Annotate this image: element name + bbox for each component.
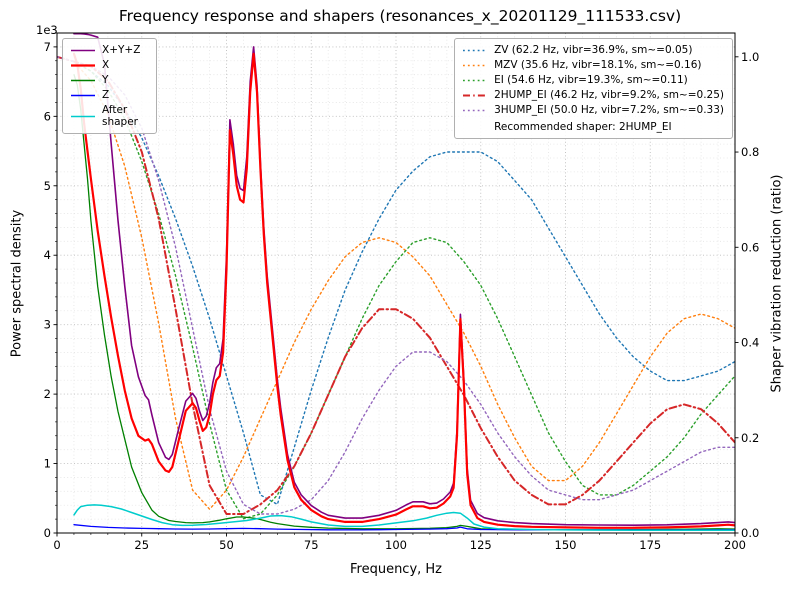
y-left-tick-label: 1 (44, 457, 51, 471)
x-tick-label: 200 (724, 538, 746, 552)
y-left-tick-label: 3 (44, 318, 51, 332)
curve-psd-z (73, 524, 735, 531)
curve-psd-x (72, 52, 735, 529)
legend-item-label: After shaper (102, 104, 139, 129)
legend-line-sample (71, 79, 95, 81)
curve-psd-after-shaper (73, 504, 735, 531)
curve-shaper-3hump_ei (57, 56, 735, 515)
curve-shaper-ei (57, 56, 735, 520)
chart-title: Frequency response and shapers (resonanc… (118, 7, 682, 25)
legend-line-sample (463, 79, 488, 81)
x-tick-label: 75 (304, 538, 319, 552)
legend-item: 2HUMP_EI (46.2 Hz, vibr=9.2%, sm~=0.25) (462, 89, 724, 101)
y-left-tick-label: 4 (44, 248, 51, 262)
legend-line-sample (463, 94, 488, 97)
legend-item: X (70, 59, 148, 71)
y-right-tick-label: 0.6 (741, 240, 759, 254)
legend-item-label: X+Y+Z (102, 44, 141, 56)
legend-line-sample (463, 109, 488, 112)
y-left-tick-label: 5 (44, 179, 51, 193)
legend-item-label: ZV (62.2 Hz, vibr=36.9%, sm~=0.05) (494, 44, 693, 56)
recommended-shaper-text: Recommended shaper: 2HUMP_EI (494, 121, 672, 134)
x-tick-label: 150 (555, 538, 577, 552)
legend-line-sample (71, 49, 95, 51)
x-tick-label: 125 (470, 538, 492, 552)
legend-item-label: 3HUMP_EI (50.0 Hz, vibr=7.2%, sm~=0.33) (494, 104, 724, 117)
legend-item-label: X (102, 59, 110, 72)
curve-shaper-mzv (57, 56, 735, 510)
x-tick-label: 175 (639, 538, 661, 552)
y-right-tick-label: 0.8 (741, 145, 759, 159)
y-axis-offset-text: 1e3 (36, 23, 58, 37)
legend-item: X+Y+Z (70, 44, 148, 56)
curves (57, 33, 735, 531)
shaper-legend: ZV (62.2 Hz, vibr=36.9%, sm~=0.05) MZV (3… (454, 38, 733, 140)
legend-item-label: Y (102, 74, 109, 87)
curve-shaper-2hump_ei (57, 55, 735, 515)
x-tick-label: 25 (134, 538, 149, 552)
x-tick-label: 100 (385, 538, 407, 552)
y-right-axis-label: Shaper vibration reduction (ratio) (769, 174, 785, 393)
x-tick-label: 50 (219, 538, 234, 552)
y-right-tick-label: 1.0 (741, 50, 759, 64)
legend-item-label: MZV (35.6 Hz, vibr=18.1%, sm~=0.16) (494, 59, 702, 72)
legend-item: Z (70, 89, 148, 101)
x-tick-label: 0 (53, 538, 60, 552)
y-left-tick-label: 2 (44, 387, 51, 401)
y-right-tick-label: 0.2 (741, 431, 759, 445)
y-left-axis-label: Power spectral density (9, 209, 25, 358)
legend-item-label: EI (54.6 Hz, vibr=19.3%, sm~=0.11) (494, 74, 688, 87)
legend-line-sample (71, 94, 95, 96)
legend-item: MZV (35.6 Hz, vibr=18.1%, sm~=0.16) (462, 59, 724, 71)
legend-line-sample (71, 63, 95, 67)
y-right-tick-label: 0.4 (741, 336, 759, 350)
axis-ticks: 0 25 50 75 100 125 150 175 200 0 1 2 3 4 5 6 7 0.0 0.2 0.4 0… (44, 32, 759, 552)
legend-item-label: Z (102, 89, 110, 102)
y-left-tick-label: 7 (44, 40, 51, 54)
legend-item: 3HUMP_EI (50.0 Hz, vibr=7.2%, sm~=0.33) (462, 104, 724, 116)
legend-item-label: 2HUMP_EI (46.2 Hz, vibr=9.2%, sm~=0.25) (494, 89, 724, 102)
x-axis-label: Frequency, Hz (349, 562, 443, 577)
legend-item: EI (54.6 Hz, vibr=19.3%, sm~=0.11) (462, 74, 724, 86)
legend-line-sample (463, 49, 488, 51)
y-left-tick-label: 0 (44, 526, 51, 540)
y-right-tick-label: 0.0 (741, 526, 759, 540)
legend-line-sample (463, 64, 488, 66)
legend-item: After shaper (70, 104, 148, 128)
y-left-tick-label: 6 (44, 109, 51, 123)
legend-line-sample (71, 115, 95, 118)
curve-shaper-zv (57, 56, 735, 506)
psd-legend: X+Y+Z X Y Z After shaper (62, 38, 157, 135)
legend-item: ZV (62.2 Hz, vibr=36.9%, sm~=0.05) (462, 44, 724, 56)
legend-item: Y (70, 74, 148, 86)
